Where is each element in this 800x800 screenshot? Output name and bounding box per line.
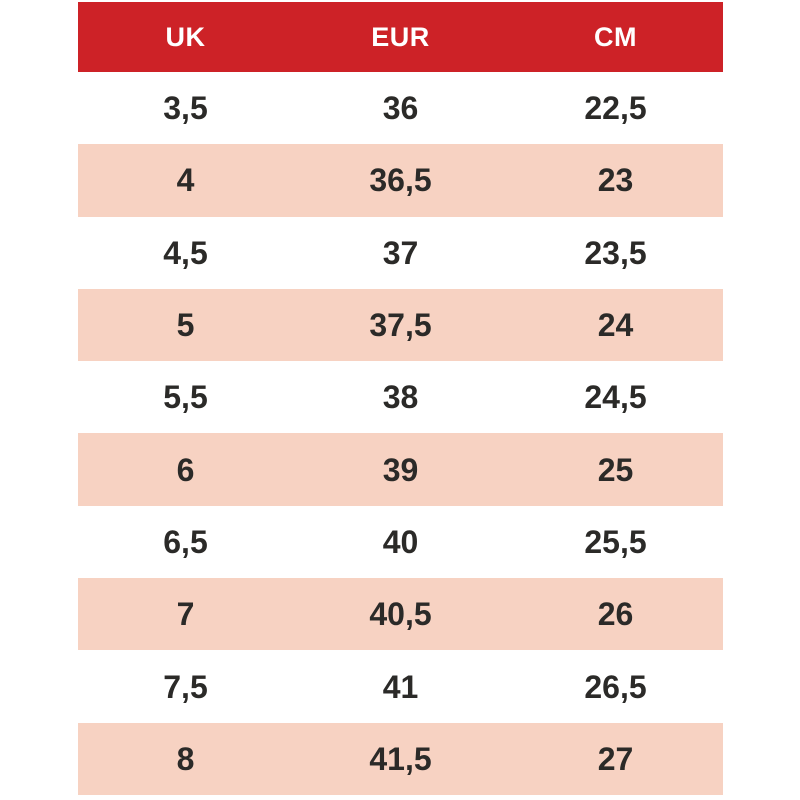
table-cell: 5,5	[163, 379, 208, 416]
table-cell: 25,5	[584, 523, 647, 560]
table-cell: 36,5	[369, 162, 432, 199]
table-row: 6,5 40 25,5	[78, 505, 723, 579]
table-row: 4,5 37 23,5	[78, 216, 723, 289]
table-header-row: UK EUR CM	[78, 2, 723, 72]
table-cell: 4	[176, 162, 195, 199]
header-cell-uk: UK	[165, 21, 206, 52]
table-cell: 24,5	[584, 379, 647, 416]
table-cell: 41	[382, 668, 419, 705]
table-cell: 23	[597, 162, 634, 199]
table-cell: 3,5	[163, 90, 208, 127]
size-conversion-table: UK EUR CM 3,5 36 22,5 4 36,5 23 4,5 37 23,5 5 37,5 24…	[78, 2, 723, 795]
table-cell: 36	[382, 90, 419, 127]
table-cell: 4,5	[163, 234, 208, 271]
header-cell-eur: EUR	[371, 21, 430, 52]
table-row: 5 37,5 24	[78, 288, 723, 362]
table-row: 7,5 41 26,5	[78, 650, 723, 723]
table-cell: 8	[176, 740, 195, 777]
table-cell: 26,5	[584, 668, 647, 705]
table-cell: 40	[382, 523, 419, 560]
table-cell: 27	[597, 740, 634, 777]
table-cell: 37,5	[369, 307, 432, 344]
table-cell: 39	[382, 451, 419, 488]
table-cell: 6,5	[163, 523, 208, 560]
table-cell: 37	[382, 234, 419, 271]
table-cell: 6	[176, 451, 195, 488]
table-cell: 40,5	[369, 596, 432, 633]
table-cell: 7,5	[163, 668, 208, 705]
table-cell: 24	[597, 307, 634, 344]
table-cell: 41,5	[369, 740, 432, 777]
table-row: 8 41,5 27	[78, 722, 723, 795]
table-body: 3,5 36 22,5 4 36,5 23 4,5 37 23,5 5 37,5 24 5,5 38 24,…	[78, 72, 723, 795]
table-cell: 26	[597, 596, 634, 633]
table-cell: 25	[597, 451, 634, 488]
table-cell: 5	[176, 307, 195, 344]
table-row: 5,5 38 24,5	[78, 361, 723, 434]
table-row: 7 40,5 26	[78, 578, 723, 651]
table-cell: 23,5	[584, 234, 647, 271]
table-cell: 7	[176, 596, 195, 633]
table-cell: 38	[382, 379, 419, 416]
table-cell: 22,5	[584, 90, 647, 127]
header-cell-cm: CM	[594, 21, 637, 52]
table-row: 4 36,5 23	[78, 144, 723, 217]
table-row: 6 39 25	[78, 433, 723, 506]
table-row: 3,5 36 22,5	[78, 72, 723, 145]
